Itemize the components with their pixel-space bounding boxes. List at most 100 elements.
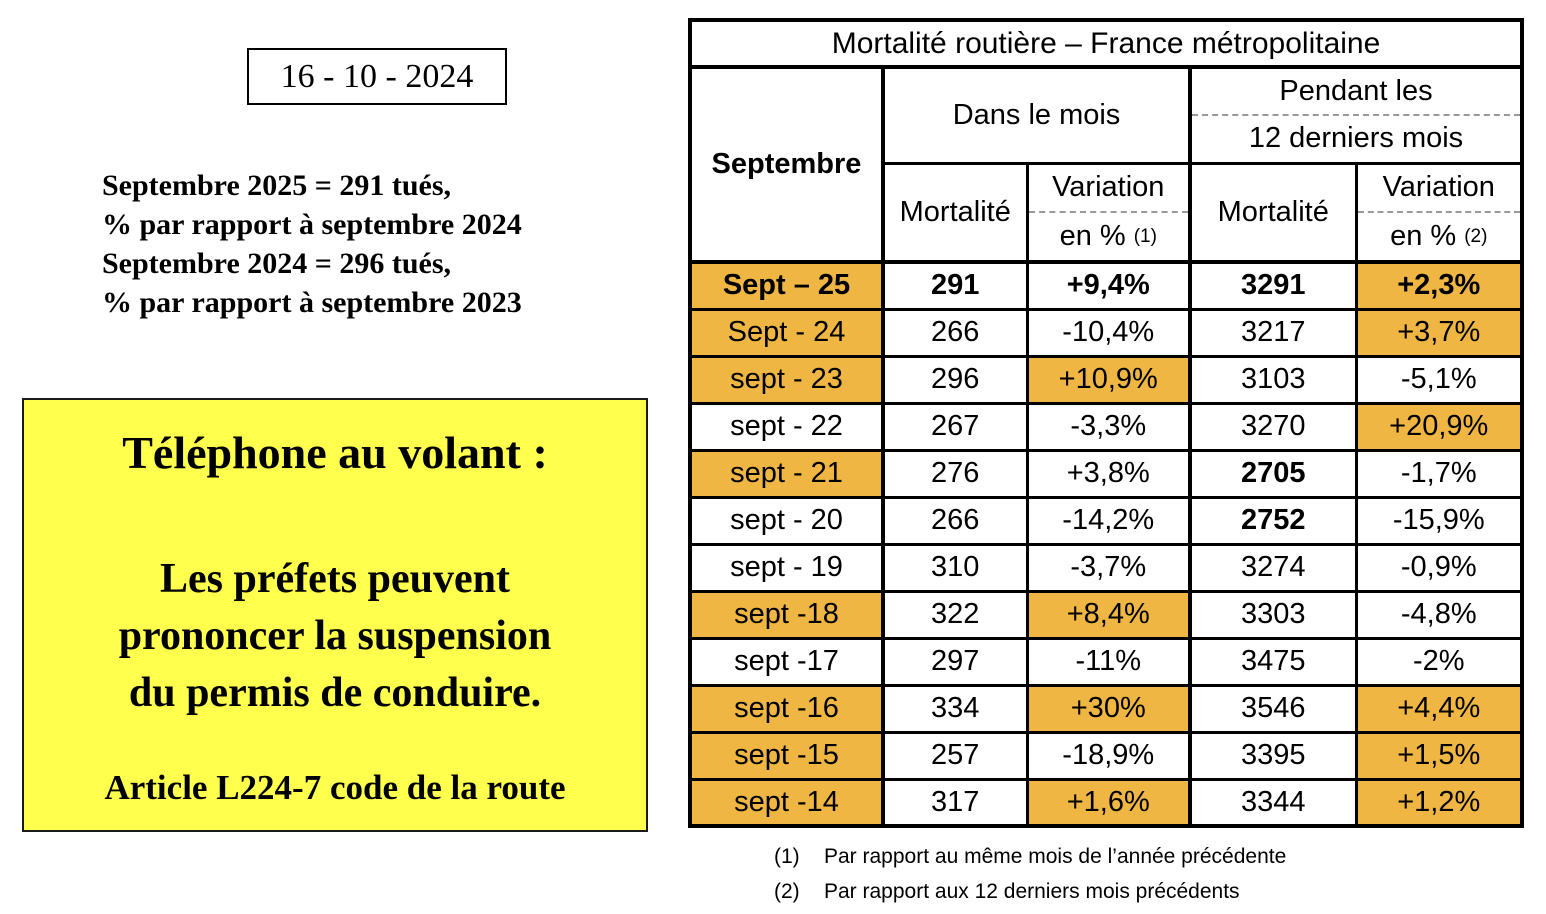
footnote-1: (1) Par rapport au même mois de l’année … — [774, 839, 1286, 874]
cell-mortality-12m: 2705 — [1188, 448, 1357, 499]
table-row: sept -16 334 +30% 3546 +4,4% — [688, 683, 1524, 734]
cell-variation-12m: +2,3% — [1354, 260, 1524, 311]
cell-variation-month: -10,4% — [1025, 307, 1192, 358]
cell-mortality-12m: 3303 — [1188, 589, 1357, 640]
cell-mortality-month: 317 — [881, 777, 1028, 828]
cell-variation-12m: -2% — [1354, 636, 1524, 687]
cell-month: sept -14 — [688, 777, 885, 828]
cell-mortality-12m: 3217 — [1188, 307, 1357, 358]
cell-month: sept -16 — [688, 683, 885, 734]
cell-month: sept -18 — [688, 589, 885, 640]
stats-line: Septembre 2025 = 291 tués, — [102, 169, 452, 202]
cell-mortality-month: 266 — [881, 307, 1028, 358]
header-mortality-12m: Mortalité — [1188, 161, 1357, 264]
header-variation-label: Variation — [1028, 165, 1188, 214]
cell-month: Sept - 24 — [688, 307, 885, 358]
cell-mortality-month: 297 — [881, 636, 1028, 687]
table-row: sept - 20 266 -14,2% 2752 -15,9% — [688, 495, 1524, 546]
cell-variation-month: +3,8% — [1025, 448, 1192, 499]
footnote-ref-2: (2) — [1464, 225, 1488, 247]
table-row: sept -18 322 +8,4% 3303 -4,8% — [688, 589, 1524, 640]
cell-mortality-month: 257 — [881, 730, 1028, 781]
cell-month: sept - 21 — [688, 448, 885, 499]
cell-mortality-month: 276 — [881, 448, 1028, 499]
footnotes: (1) Par rapport au même mois de l’année … — [774, 839, 1286, 909]
stats-line: % par rapport à septembre 2023 — [102, 286, 522, 319]
notice-body-line: prononcer la suspension — [118, 613, 552, 659]
header-mortality-month: Mortalité — [881, 161, 1028, 264]
cell-variation-month: +9,4% — [1025, 260, 1192, 311]
header-group-12m-line1: Pendant les — [1192, 69, 1521, 117]
header-group-month: Dans le mois — [881, 65, 1192, 165]
table-body: Sept – 25 291 +9,4% 3291 +2,3% Sept - 24… — [688, 260, 1524, 828]
header-variation-12m: Variation en % (2) — [1354, 161, 1524, 264]
footnote-text: Par rapport au même mois de l’année préc… — [824, 845, 1287, 868]
header-group-12m-line2: 12 derniers mois — [1248, 122, 1464, 155]
table-row: sept -14 317 +1,6% 3344 +1,2% — [688, 777, 1524, 828]
table-group-header-row: Septembre Dans le mois Pendant les 12 de… — [688, 65, 1524, 264]
cell-mortality-month: 267 — [881, 401, 1028, 452]
cell-variation-12m: -1,7% — [1354, 448, 1524, 499]
cell-month: sept - 19 — [688, 542, 885, 593]
cell-variation-month: -18,9% — [1025, 730, 1192, 781]
cell-month: sept -15 — [688, 730, 885, 781]
header-month-column: Septembre — [688, 65, 885, 264]
cell-mortality-month: 291 — [881, 260, 1028, 311]
footnote-text: Par rapport aux 12 derniers mois précéde… — [824, 880, 1240, 903]
cell-mortality-12m: 3291 — [1188, 260, 1357, 311]
cell-month: Sept – 25 — [688, 260, 885, 311]
table-row: sept -15 257 -18,9% 3395 +1,5% — [688, 730, 1524, 781]
table-row: sept - 19 310 -3,7% 3274 -0,9% — [688, 542, 1524, 593]
cell-variation-12m: +1,5% — [1354, 730, 1524, 781]
cell-mortality-month: 322 — [881, 589, 1028, 640]
cell-mortality-12m: 2752 — [1188, 495, 1357, 546]
stats-line: Septembre 2024 = 296 tués, — [102, 247, 452, 280]
notice-body-line: Les préfets peuvent — [160, 556, 510, 602]
cell-month: sept - 23 — [688, 354, 885, 405]
notice-title: Téléphone au volant : — [122, 427, 548, 478]
footnote-ref-1: (1) — [1133, 225, 1157, 247]
date-box: 16 - 10 - 2024 — [247, 48, 507, 105]
cell-variation-month: +30% — [1025, 683, 1192, 734]
cell-mortality-12m: 3274 — [1188, 542, 1357, 593]
stats-block: Septembre 2025 = 291 tués, % par rapport… — [102, 166, 522, 322]
cell-variation-12m: +1,2% — [1354, 777, 1524, 828]
cell-variation-month: +1,6% — [1025, 777, 1192, 828]
cell-variation-month: +10,9% — [1025, 354, 1192, 405]
cell-mortality-month: 266 — [881, 495, 1028, 546]
cell-mortality-month: 334 — [881, 683, 1028, 734]
cell-variation-12m: +20,9% — [1354, 401, 1524, 452]
cell-variation-month: -11% — [1025, 636, 1192, 687]
cell-variation-month: -14,2% — [1025, 495, 1192, 546]
table-row: sept -17 297 -11% 3475 -2% — [688, 636, 1524, 687]
cell-mortality-12m: 3103 — [1188, 354, 1357, 405]
table-row: Sept - 24 266 -10,4% 3217 +3,7% — [688, 307, 1524, 358]
cell-mortality-month: 296 — [881, 354, 1028, 405]
footnote-marker: (1) — [774, 845, 800, 868]
mortality-table: Mortalité routière – France métropolitai… — [688, 18, 1525, 828]
cell-variation-month: -3,7% — [1025, 542, 1192, 593]
header-variation-label: Variation — [1357, 165, 1521, 214]
table-title-row: Mortalité routière – France métropolitai… — [688, 18, 1524, 69]
cell-month: sept - 22 — [688, 401, 885, 452]
cell-variation-month: -3,3% — [1025, 401, 1192, 452]
header-variation-unit: en % — [1059, 220, 1126, 253]
date-text: 16 - 10 - 2024 — [280, 57, 474, 95]
table-row: sept - 23 296 +10,9% 3103 -5,1% — [688, 354, 1524, 405]
cell-variation-12m: -0,9% — [1354, 542, 1524, 593]
cell-variation-12m: +3,7% — [1354, 307, 1524, 358]
cell-variation-month: +8,4% — [1025, 589, 1192, 640]
cell-month: sept - 20 — [688, 495, 885, 546]
header-variation-unit: en % — [1390, 220, 1457, 253]
cell-variation-12m: +4,4% — [1354, 683, 1524, 734]
cell-variation-12m: -5,1% — [1354, 354, 1524, 405]
cell-mortality-12m: 3475 — [1188, 636, 1357, 687]
cell-mortality-12m: 3395 — [1188, 730, 1357, 781]
header-variation-month: Variation en % (1) — [1025, 161, 1192, 264]
cell-mortality-month: 310 — [881, 542, 1028, 593]
cell-month: sept -17 — [688, 636, 885, 687]
header-group-12m: Pendant les 12 derniers mois — [1188, 65, 1524, 165]
stats-line: % par rapport à septembre 2024 — [102, 208, 522, 241]
cell-variation-12m: -4,8% — [1354, 589, 1524, 640]
